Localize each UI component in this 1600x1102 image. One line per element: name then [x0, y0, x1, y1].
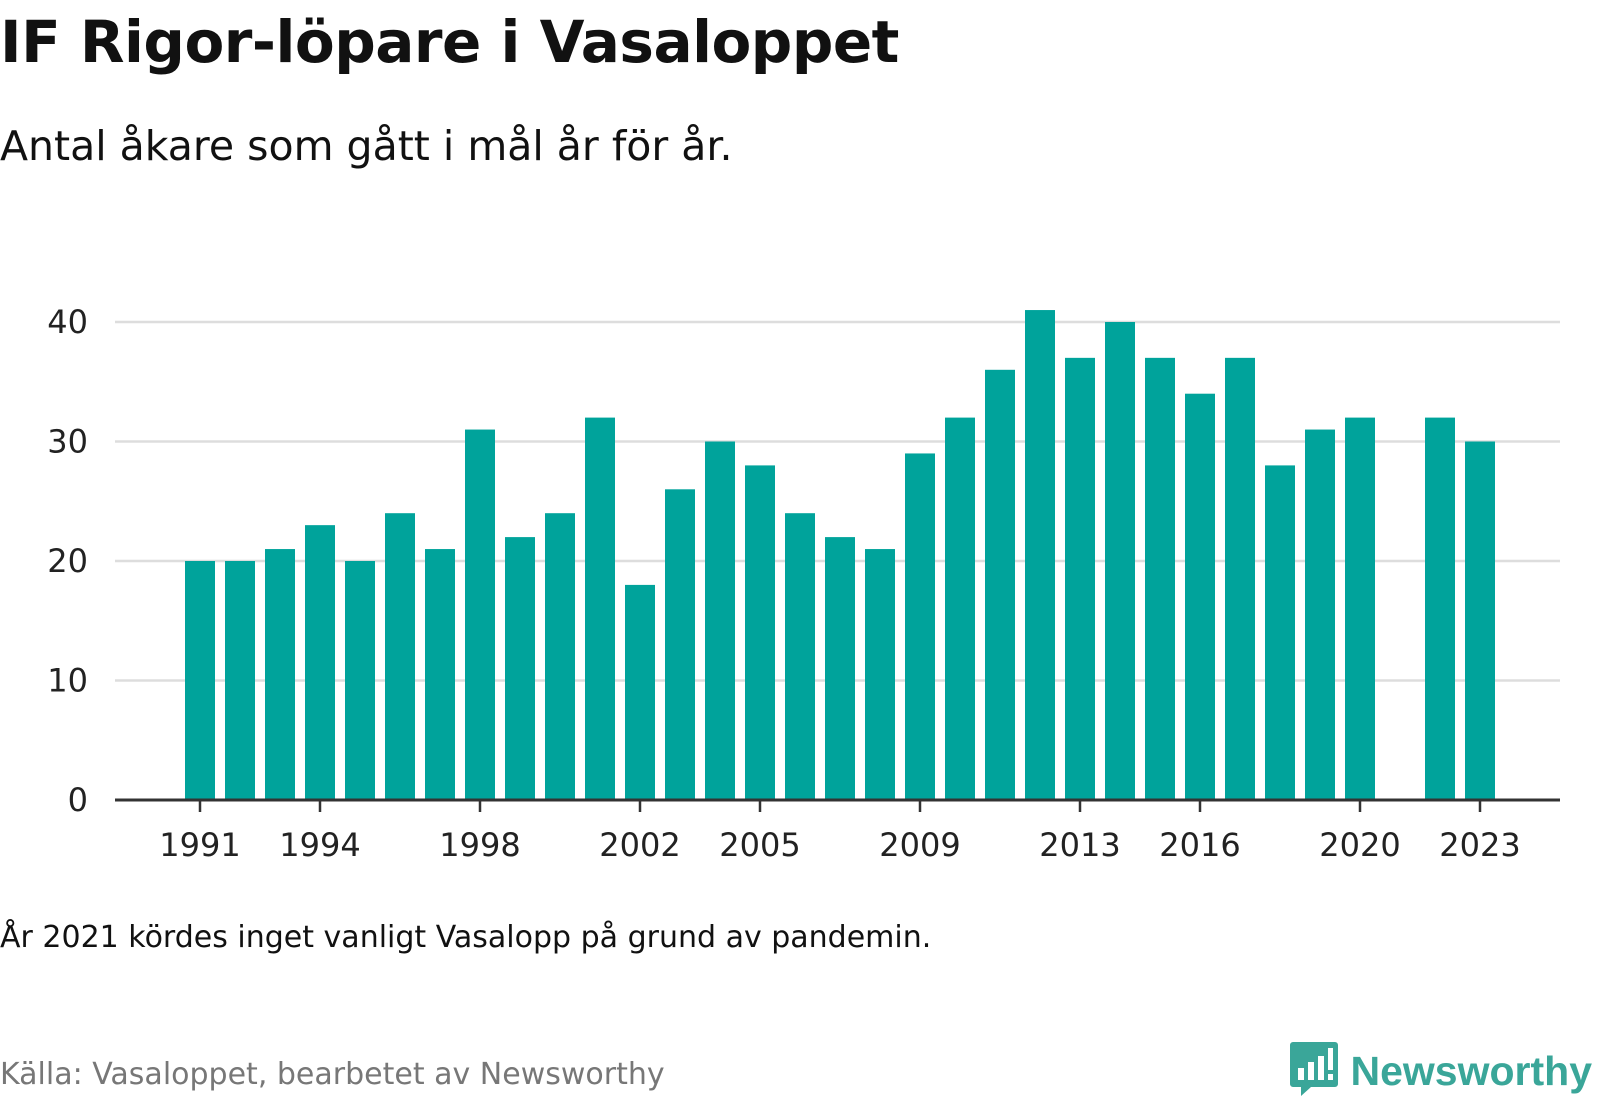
bar-2000 [545, 513, 575, 800]
brand-name: Newsworthy [1350, 1047, 1593, 1094]
bar-1991 [185, 561, 215, 800]
x-tick-label: 2020 [1319, 826, 1400, 864]
bar-2022 [1425, 417, 1455, 800]
bar-chart: 0 10 20 30 40 1991 1994 1998 2002 2005 2009 2013 201… [47, 303, 1560, 864]
x-tick-label: 1994 [279, 826, 360, 864]
bar-2004 [705, 441, 735, 800]
bar-2003 [665, 489, 695, 800]
bar-1992 [225, 561, 255, 800]
x-tick-label: 1991 [159, 826, 240, 864]
chart-subtitle: Antal åkare som gått i mål år för år. [0, 122, 733, 170]
bar-2018 [1265, 465, 1295, 800]
chart-title: IF Rigor-löpare i Vasaloppet [0, 8, 899, 76]
bar-2020 [1345, 417, 1375, 800]
bar-2005 [745, 465, 775, 800]
bar-2023 [1465, 441, 1495, 800]
x-tick-label: 2023 [1439, 826, 1520, 864]
x-tick-label: 2013 [1039, 826, 1120, 864]
bar-1998 [465, 429, 495, 800]
bar-2014 [1105, 322, 1135, 800]
x-tick-label: 2016 [1159, 826, 1240, 864]
source-credit: Källa: Vasaloppet, bearbetet av Newswort… [0, 1057, 665, 1092]
bar-2010 [945, 417, 975, 800]
x-tick-label: 2005 [719, 826, 800, 864]
bar-2019 [1305, 429, 1335, 800]
chart-note: År 2021 kördes inget vanligt Vasalopp på… [0, 920, 932, 955]
bar-1997 [425, 549, 455, 800]
bar-2007 [825, 537, 855, 800]
bar-1996 [385, 513, 415, 800]
y-tick-label: 10 [47, 662, 88, 700]
y-tick-label: 30 [47, 423, 88, 461]
bar-1995 [345, 561, 375, 800]
newsworthy-logo-icon [1289, 1040, 1339, 1102]
bar-2009 [905, 453, 935, 800]
bar-2001 [585, 417, 615, 800]
bar-2017 [1225, 357, 1255, 800]
x-tick-label: 2002 [599, 826, 680, 864]
bar-2013 [1065, 357, 1095, 800]
y-tick-label: 0 [68, 781, 88, 819]
bar-1999 [505, 537, 535, 800]
bar-2002 [625, 584, 655, 800]
y-tick-label: 40 [47, 303, 88, 341]
bar-1994 [305, 525, 335, 800]
bar-2006 [785, 513, 815, 800]
bar-2015 [1145, 357, 1175, 800]
bar-2008 [865, 549, 895, 800]
y-tick-label: 20 [47, 542, 88, 580]
bar-2016 [1185, 393, 1215, 800]
newsworthy-brand[interactable]: Newsworthy [1289, 1040, 1593, 1102]
x-tick-label: 1998 [439, 826, 520, 864]
bar-1993 [265, 549, 295, 800]
x-tick-label: 2009 [879, 826, 960, 864]
bar-2011 [985, 369, 1015, 800]
bar-2012 [1025, 310, 1055, 800]
